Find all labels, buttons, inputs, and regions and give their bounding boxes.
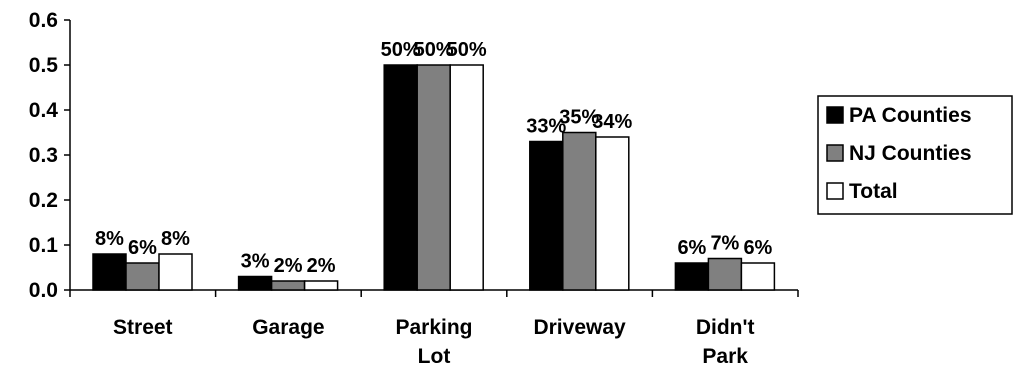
y-tick-label: 0.6 (29, 9, 58, 32)
bar (92, 253, 127, 291)
legend-swatch (826, 144, 844, 162)
y-tick-label: 0.1 (29, 234, 59, 257)
data-label: 50% (414, 39, 454, 61)
bar (707, 257, 743, 291)
bar (529, 140, 564, 291)
legend-box (817, 95, 1013, 215)
data-label: 8% (95, 228, 124, 250)
category-label: Driveway (533, 316, 626, 339)
bar (740, 262, 776, 291)
category-label: Lot (418, 345, 451, 368)
y-tick-label: 0.5 (29, 54, 59, 77)
data-label: 2% (274, 255, 303, 277)
data-label: 35% (559, 107, 599, 129)
legend-label: Total (849, 180, 898, 203)
data-label: 50% (447, 39, 487, 61)
bar (158, 253, 193, 291)
bar (303, 280, 339, 291)
legend-label: NJ Counties (849, 142, 972, 165)
data-label: 3% (241, 251, 270, 273)
data-label: 7% (710, 233, 739, 255)
bar (595, 136, 630, 291)
bar (449, 64, 484, 291)
data-label: 33% (526, 116, 566, 138)
data-label: 34% (592, 111, 632, 133)
data-label: 8% (161, 228, 190, 250)
bar (416, 64, 451, 291)
category-label: Parking (395, 316, 472, 339)
bar (237, 275, 273, 291)
bar (674, 262, 710, 291)
category-label: Park (702, 345, 748, 368)
y-tick-label: 0.2 (29, 189, 58, 212)
data-label: 6% (677, 237, 706, 259)
category-label: Didn't (696, 316, 755, 339)
category-label: Garage (252, 316, 324, 339)
data-label: 2% (307, 255, 336, 277)
data-label: 50% (381, 39, 421, 61)
bar (562, 131, 597, 291)
y-tick-label: 0.3 (29, 144, 58, 167)
data-label: 6% (743, 237, 772, 259)
data-label: 6% (128, 237, 157, 259)
bar (125, 262, 160, 291)
bar (383, 64, 418, 291)
category-label: Street (113, 316, 173, 339)
y-tick-label: 0.4 (29, 99, 59, 122)
bar (270, 280, 306, 291)
legend-label: PA Counties (849, 104, 972, 127)
legend-swatch (826, 182, 844, 200)
y-tick-label: 0.0 (29, 279, 58, 302)
legend-swatch (826, 106, 844, 124)
